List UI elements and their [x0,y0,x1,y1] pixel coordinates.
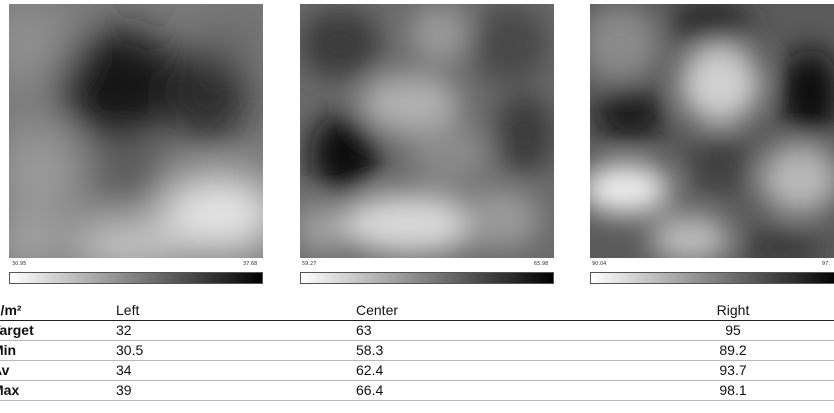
scale-min-center: 59.27 [302,261,317,267]
cell-value: 62.4 [356,360,632,381]
table-row: Target 32 63 95 [0,320,834,341]
scale-min-right: 90.04 [592,261,607,267]
cell-value: 89.2 [632,340,834,361]
column-header-center: Center [356,301,632,321]
scale-max-right: 97. [822,261,830,267]
cell-value: 30.5 [116,340,356,361]
table-row: Min 30.5 58.3 89.2 [0,340,834,361]
cell-value: 34 [116,360,356,381]
column-header-left: Left [116,301,356,321]
map-panel-left [9,4,263,258]
map-panel-center [300,4,554,258]
row-label: Av [0,360,116,381]
row-label: Min [0,340,116,361]
stats-table: g/m² Left Center Right Target 32 63 95 M… [0,301,834,401]
scale-min-left: 30.95 [12,261,27,267]
table-header-row: g/m² Left Center Right [0,301,834,321]
cell-value: 93.7 [632,360,834,381]
colorbar-left [9,272,263,284]
cell-value: 63 [356,320,632,341]
cell-value: 98.1 [632,380,834,401]
row-label: Max [0,380,116,401]
table-row: Max 39 66.4 98.1 [0,380,834,401]
cell-value: 66.4 [356,380,632,401]
cell-value: 39 [116,380,356,401]
table-row: Av 34 62.4 93.7 [0,360,834,381]
scale-max-center: 65.98 [534,261,549,267]
colorbar-center [300,272,554,284]
cell-value: 95 [632,320,834,341]
colorbar-right [590,272,834,284]
cell-value: 32 [116,320,356,341]
column-header-right: Right [632,301,834,321]
row-label: Target [0,320,116,341]
unit-header: g/m² [0,301,116,321]
scale-max-left: 37.68 [243,261,258,267]
cell-value: 58.3 [356,340,632,361]
map-panel-right [590,4,834,258]
